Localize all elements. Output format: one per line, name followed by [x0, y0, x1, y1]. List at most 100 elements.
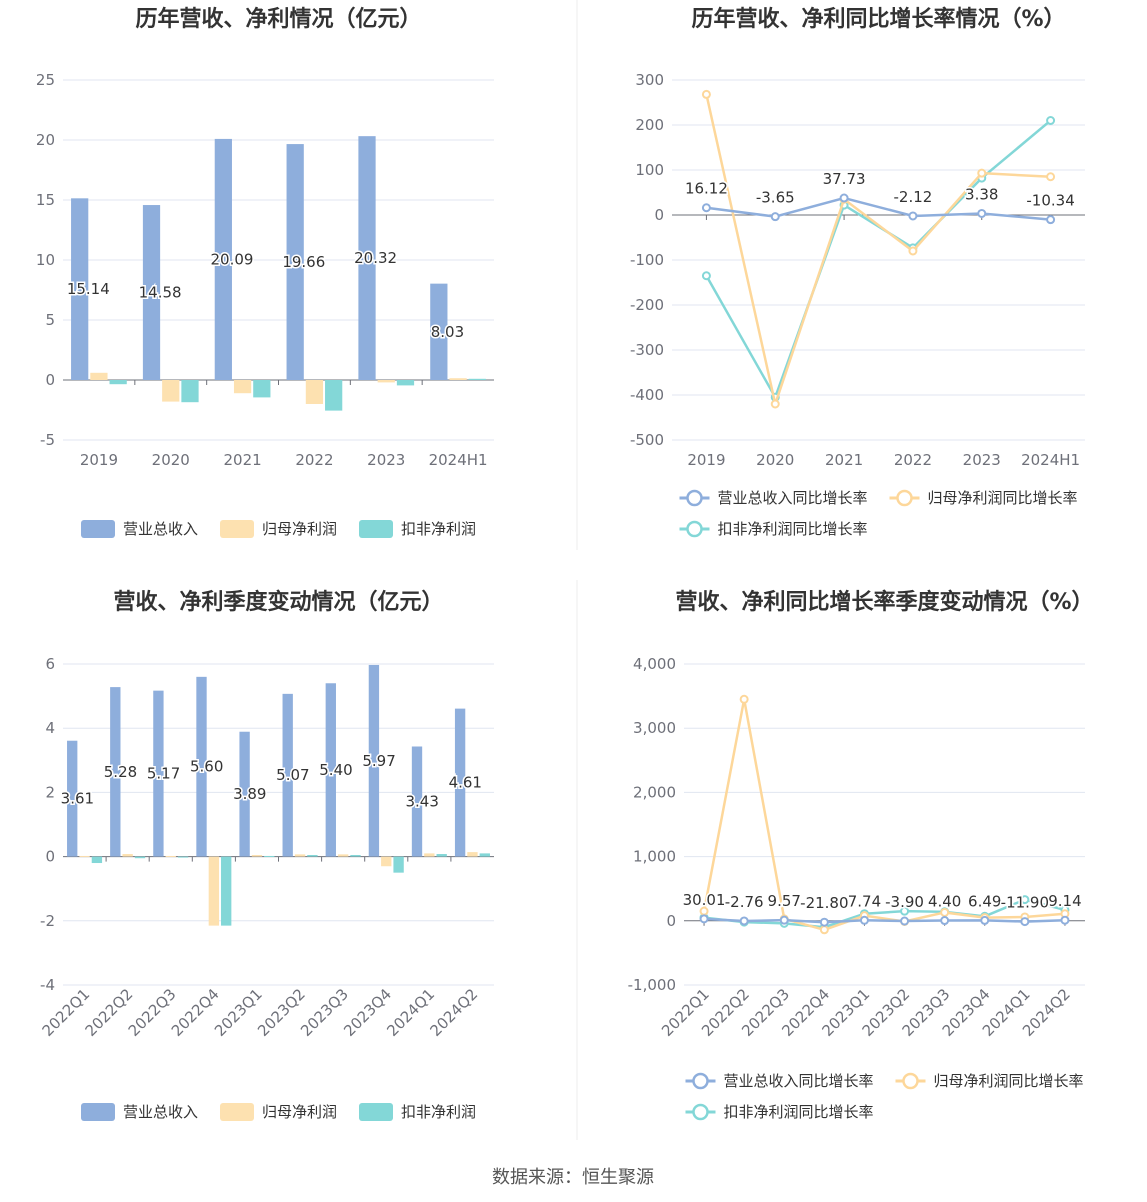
- point: [977, 168, 987, 178]
- bar: [381, 856, 392, 867]
- bar: [165, 855, 176, 857]
- y-tick-label: -1,000: [628, 976, 676, 994]
- x-tick-label: 2022: [295, 451, 333, 469]
- series-line: [703, 898, 1066, 929]
- data-label: 8.03: [431, 323, 464, 341]
- data-label: 16.12: [685, 180, 728, 198]
- data-label: 6.49: [968, 892, 1001, 910]
- y-tick-label: 0: [654, 206, 664, 224]
- bar: [294, 854, 306, 857]
- y-tick-label: -200: [630, 296, 664, 314]
- bar: [337, 854, 349, 857]
- series-line: [703, 917, 1065, 924]
- legend-marker: [686, 520, 703, 538]
- bar: [350, 854, 361, 857]
- data-label: 15.14: [67, 280, 110, 298]
- data-label: 5.07: [276, 766, 309, 784]
- series-line: [706, 196, 1051, 221]
- y-tick-label: 20: [36, 131, 55, 149]
- chart-3: 营收、净利季度变动情况（亿元）-4-202462022Q12022Q22022Q…: [39, 589, 494, 1121]
- x-tick-label: 2021: [825, 451, 863, 469]
- data-label: 9.57: [768, 892, 801, 910]
- data-label: 30.01: [683, 891, 726, 909]
- x-tick-label: 2023: [963, 451, 1001, 469]
- point: [908, 211, 918, 221]
- data-label: -21.80: [800, 894, 848, 912]
- data-label: 4.61: [449, 774, 482, 792]
- chart-4: 营收、净利同比增长率季度变动情况（%） -1,000 0 1,000 2,000 3,00…: [628, 589, 1094, 1121]
- y-tick-label: 300: [635, 71, 664, 89]
- y-tick-label: 6: [45, 655, 55, 673]
- y-tick-label: 0: [45, 848, 55, 866]
- chart-title: 历年营收、净利同比增长率情况（%）: [691, 6, 1065, 32]
- point: [770, 399, 780, 409]
- x-tick-label: 2024H1: [429, 451, 488, 469]
- chart-title: 营收、净利季度变动情况（亿元）: [113, 589, 443, 615]
- point: [701, 89, 711, 99]
- legend-marker: [692, 1103, 709, 1121]
- bar: [454, 708, 466, 857]
- y-tick-label: 200: [635, 116, 664, 134]
- legend-swatch: [359, 520, 393, 538]
- bar: [358, 136, 376, 380]
- chart-1: 历年营收、净利情况（亿元） -5 0 5 10 15 20 25 2019 2020 2021 202…: [36, 6, 494, 538]
- y-tick-label: 10: [36, 251, 55, 269]
- bar: [196, 676, 207, 857]
- point: [779, 915, 789, 925]
- y-tick-label: 4,000: [633, 655, 676, 673]
- x-tick-label: 2019: [687, 451, 725, 469]
- legend-label: 营业总收入: [123, 520, 198, 538]
- bar: [264, 855, 275, 857]
- bar: [79, 855, 90, 857]
- data-label: 5.60: [190, 758, 223, 776]
- point: [1020, 895, 1030, 905]
- chart-title: 历年营收、净利情况（亿元）: [135, 6, 421, 32]
- y-tick-label: -300: [630, 341, 664, 359]
- legend-label: 扣非净利润: [401, 1103, 476, 1121]
- y-tick-label: 3,000: [633, 719, 676, 737]
- bar: [233, 380, 252, 394]
- legend-label: 扣非净利润同比增长率: [718, 520, 868, 538]
- legend-swatch: [220, 1103, 254, 1121]
- point: [739, 916, 749, 926]
- bar: [449, 378, 467, 380]
- point: [900, 916, 910, 926]
- bar: [430, 283, 448, 380]
- bar: [221, 856, 232, 926]
- legend: 营业总收入 归母净利润 扣非净利润: [81, 520, 476, 538]
- bar: [109, 380, 127, 385]
- y-tick-label: -400: [630, 386, 664, 404]
- legend-swatch: [220, 520, 254, 538]
- y-tick-label: 25: [36, 71, 55, 89]
- bar: [325, 683, 336, 857]
- bar: [325, 380, 343, 411]
- bar: [162, 380, 180, 402]
- point: [940, 916, 950, 926]
- point: [770, 212, 780, 222]
- point: [859, 915, 869, 925]
- bar: [142, 205, 161, 380]
- bar: [208, 856, 220, 926]
- legend-label: 营业总收入同比增长率: [718, 489, 868, 507]
- legend-label: 扣非净利润: [401, 520, 476, 538]
- data-label: 3.43: [405, 793, 438, 811]
- y-tick-label: 100: [635, 161, 664, 179]
- bar: [91, 856, 103, 864]
- bar: [393, 856, 404, 873]
- point: [1046, 215, 1056, 225]
- bar: [467, 852, 478, 857]
- point: [819, 925, 829, 935]
- data-label: 5.17: [147, 765, 180, 783]
- data-label: 20.32: [354, 249, 397, 267]
- legend-label: 营业总收入: [123, 1103, 198, 1121]
- bar: [251, 854, 263, 857]
- data-label: 4.40: [928, 893, 961, 911]
- bar: [368, 664, 380, 857]
- bar: [377, 380, 395, 383]
- legend: 营业总收入 归母净利润 扣非净利润: [81, 1103, 476, 1121]
- x-tick-label: 2024H1: [1021, 451, 1080, 469]
- point: [701, 203, 711, 213]
